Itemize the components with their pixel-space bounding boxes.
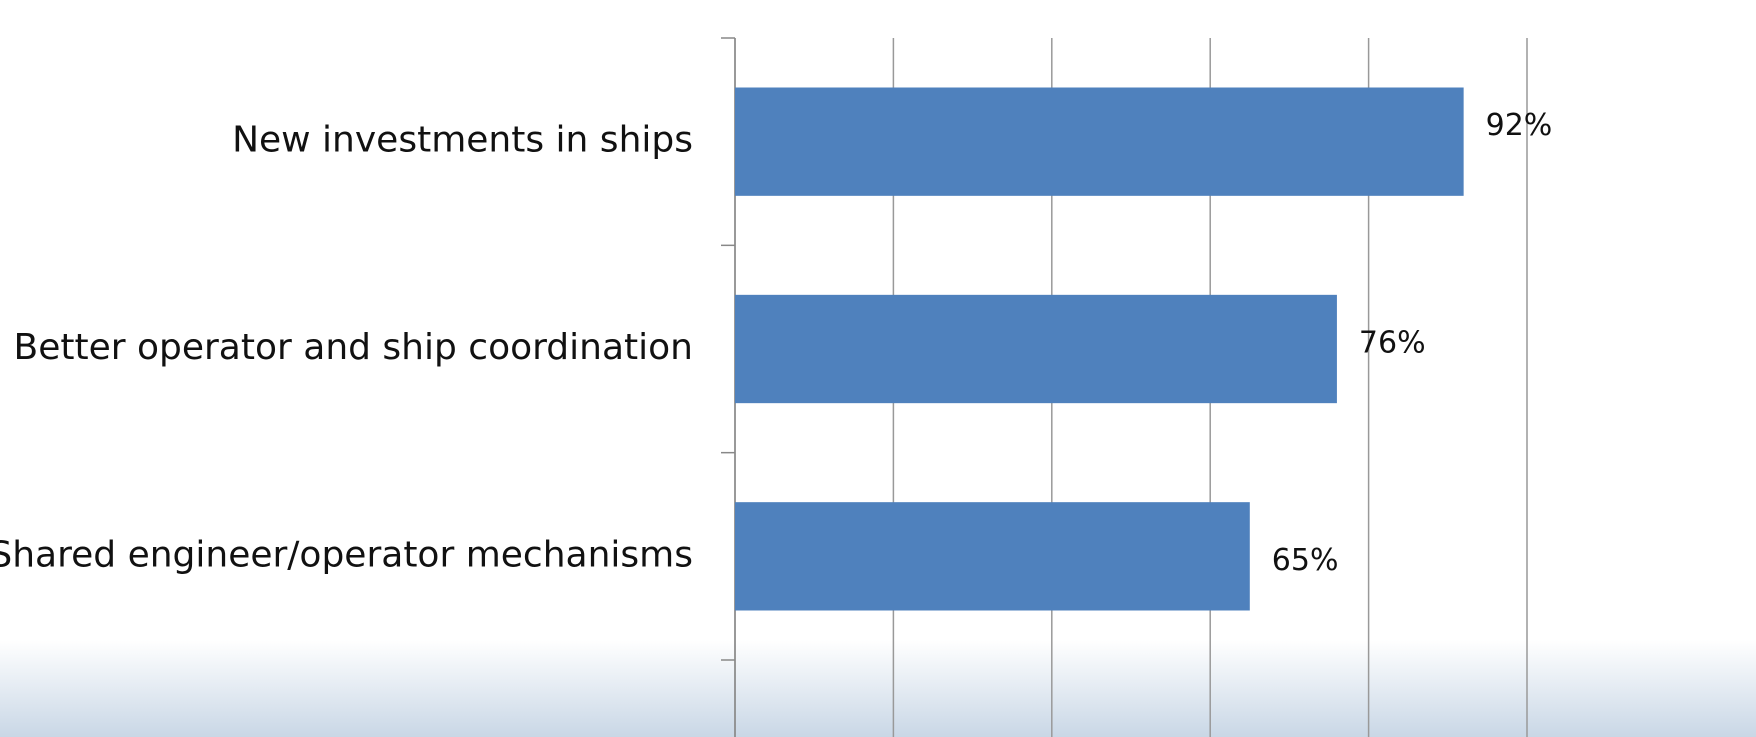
bar bbox=[735, 294, 1337, 404]
value-label: 92% bbox=[1486, 108, 1553, 143]
y-tick-label: Better operator and ship coordination bbox=[14, 327, 693, 368]
value-label: 65% bbox=[1272, 543, 1339, 578]
bar bbox=[735, 87, 1464, 196]
value-label: 76% bbox=[1359, 326, 1426, 361]
y-tick-label: Shared engineer/operator mechanisms bbox=[0, 534, 693, 575]
bar bbox=[735, 502, 1250, 611]
background-band bbox=[0, 640, 1756, 737]
y-tick-label: New investments in ships bbox=[232, 120, 693, 161]
